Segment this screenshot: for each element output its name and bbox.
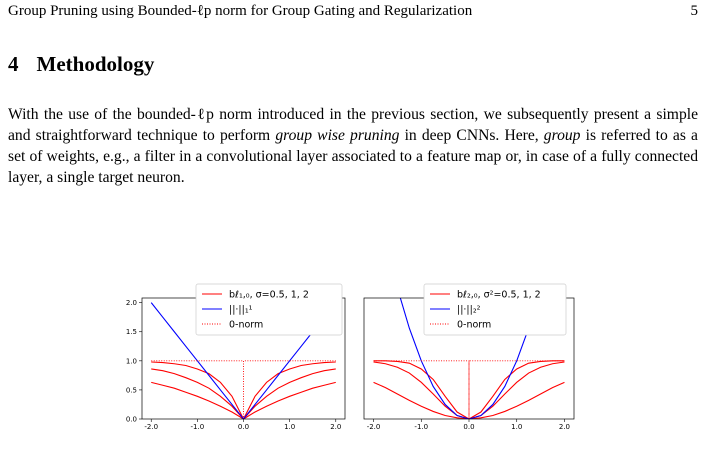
x-tick-label: -1.0 xyxy=(414,423,428,431)
series-line xyxy=(151,361,336,419)
y-tick-label: 0.5 xyxy=(126,386,137,394)
x-tick-label: 2.0 xyxy=(559,423,570,431)
section-heading: 4 Methodology xyxy=(8,52,154,77)
x-tick-label: -1.0 xyxy=(191,423,205,431)
y-tick-label: 2.0 xyxy=(126,299,137,307)
x-tick-label: 1.0 xyxy=(511,423,522,431)
y-tick-label: 1.0 xyxy=(126,357,137,365)
series-line xyxy=(373,361,565,419)
x-tick-label: 0.0 xyxy=(238,423,249,431)
legend-label: ||·||₁¹ xyxy=(229,305,253,316)
series-line xyxy=(373,360,565,419)
y-tick-label: 0.0 xyxy=(126,416,137,424)
legend-box xyxy=(195,283,343,336)
legend-box xyxy=(423,283,567,336)
text: is referred to as a set of weights, e.g.… xyxy=(8,127,698,186)
legend-label: 0-norm xyxy=(457,320,491,331)
legend-label: 0-norm xyxy=(229,320,263,331)
page-number: 5 xyxy=(690,3,699,19)
series-line xyxy=(150,302,337,419)
section-title: Methodology xyxy=(36,52,155,76)
x-tick-label: -2.0 xyxy=(144,423,158,431)
text-italic: group wise pruning xyxy=(275,127,400,144)
series-line xyxy=(151,368,336,419)
header-title: Group Pruning using Bounded-ℓp norm for … xyxy=(8,3,473,19)
text: in deep CNNs. Here, xyxy=(399,127,544,144)
running-header: Group Pruning using Bounded-ℓp norm for … xyxy=(8,3,698,20)
legend-label: bℓ₂,₀, σ²=0.5, 1, 2 xyxy=(457,290,541,301)
paragraph: With the use of the bounded-ℓp norm intr… xyxy=(8,104,698,188)
x-tick-label: -2.0 xyxy=(367,423,381,431)
x-tick-label: 1.0 xyxy=(284,423,295,431)
series-line xyxy=(151,381,336,419)
series-line xyxy=(373,381,565,419)
section-number: 4 xyxy=(8,52,19,76)
legend-label: ||·||₂² xyxy=(457,305,481,316)
x-tick-label: 2.0 xyxy=(330,423,341,431)
text: With the use of the bounded-ℓp norm intr… xyxy=(8,106,698,144)
plot-area xyxy=(150,302,337,419)
legend-label: bℓ₁,₀, σ=0.5, 1, 2 xyxy=(229,290,309,301)
text-italic: group xyxy=(543,127,581,144)
x-tick-label: 0.0 xyxy=(463,423,474,431)
y-tick-label: 1.5 xyxy=(126,328,137,336)
